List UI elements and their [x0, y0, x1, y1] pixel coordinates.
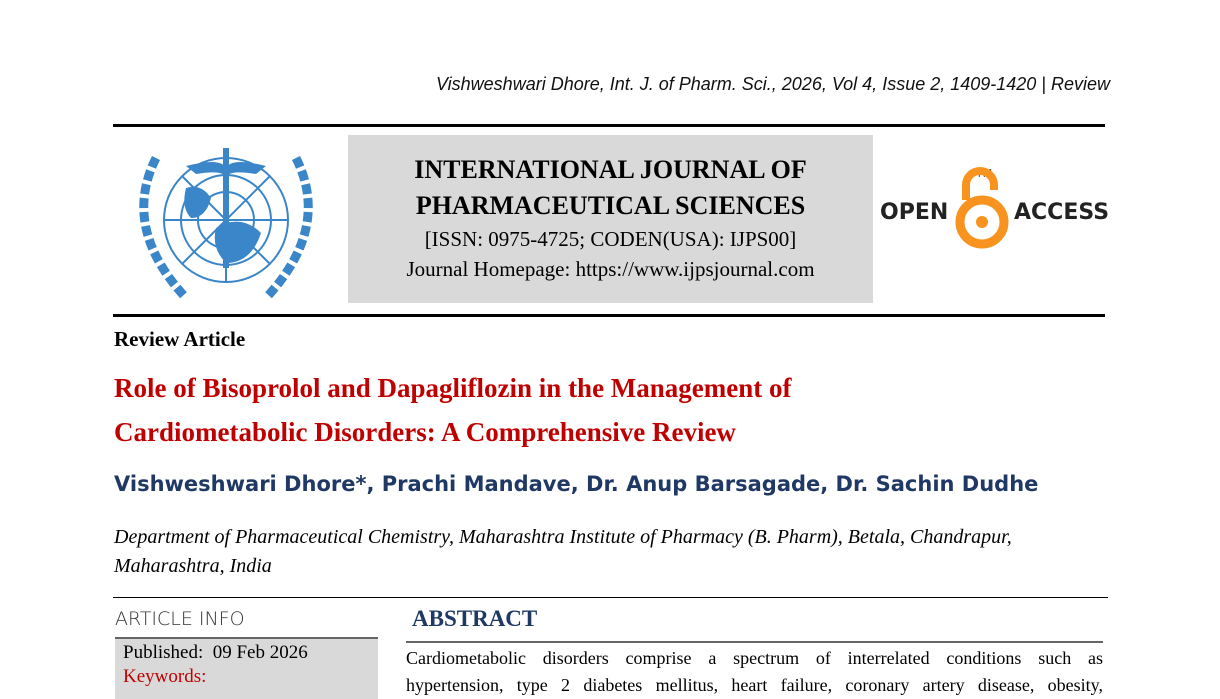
who-emblem-logo: [139, 148, 313, 302]
published-date: 09 Feb 2026: [212, 642, 308, 663]
article-info-heading: ARTICLE INFO: [115, 608, 245, 630]
running-header: Vishweshwari Dhore, Int. J. of Pharm. Sc…: [435, 74, 1110, 94]
journal-banner: INTERNATIONAL JOURNAL OF PHARMACEUTICAL …: [348, 135, 873, 303]
article-info-box: Published: 09 Feb 2026 Keywords:: [115, 637, 378, 699]
open-access-logo: OPEN ACCESS TM: [880, 165, 1109, 250]
keywords-label: Keywords:: [123, 666, 207, 687]
journal-title-line2: PHARMACEUTICAL SCIENCES: [415, 191, 806, 220]
abstract-heading: ABSTRACT: [412, 606, 538, 631]
header-bottom-rule: [113, 314, 1105, 317]
open-lock-icon: [955, 167, 1009, 249]
article-type: Review Article: [114, 327, 246, 351]
affiliation: Department of Pharmaceutical Chemistry, …: [114, 526, 1012, 577]
top-rule: [113, 124, 1105, 127]
section-rule: [113, 597, 1108, 598]
journal-homepage[interactable]: Journal Homepage: https://www.ijpsjourna…: [406, 257, 815, 281]
journal-title-line1: INTERNATIONAL JOURNAL OF: [414, 155, 807, 184]
authors: Vishweshwari Dhore*, Prachi Mandave, Dr.…: [114, 472, 1039, 496]
article-title: Role of Bisoprolol and Dapagliflozin in …: [114, 373, 792, 447]
journal-issn: [ISSN: 0975-4725; CODEN(USA): IJPS00]: [424, 227, 797, 251]
abstract-body: Cardiometabolic disorders comprise a spe…: [406, 641, 1103, 699]
